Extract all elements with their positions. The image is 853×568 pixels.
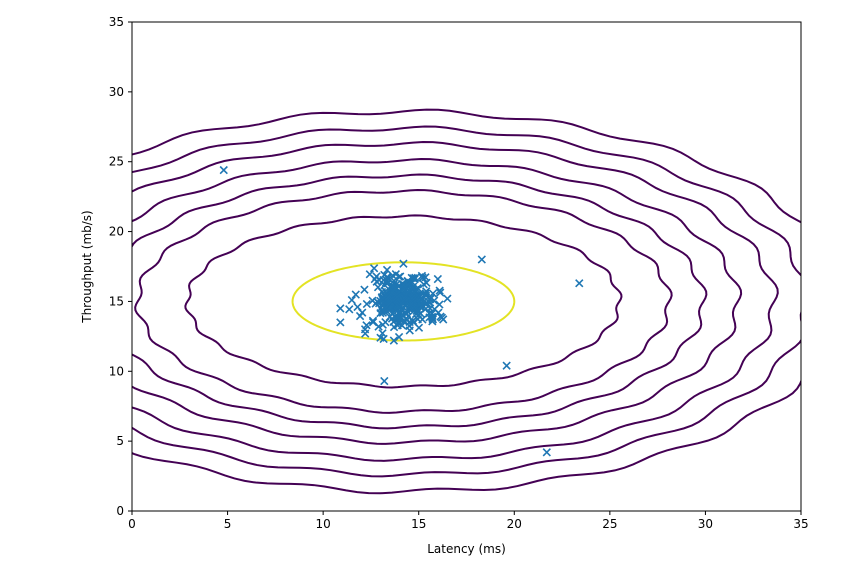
cluster-point bbox=[429, 296, 439, 305]
cluster-point bbox=[399, 296, 408, 305]
outlier-point bbox=[399, 259, 408, 268]
x-axis-label: Latency (ms) bbox=[427, 542, 506, 556]
outlier-point bbox=[389, 336, 399, 345]
y-tick-label: 25 bbox=[109, 155, 124, 169]
cluster-point bbox=[373, 283, 383, 292]
cluster-point bbox=[392, 293, 402, 302]
x-tick-label: 20 bbox=[507, 517, 522, 531]
cluster-point bbox=[403, 280, 413, 289]
cluster-point bbox=[436, 288, 445, 297]
outlier-point bbox=[380, 376, 389, 386]
cluster-point bbox=[418, 315, 427, 324]
contour-level-6 bbox=[132, 141, 779, 462]
cluster-point bbox=[396, 272, 405, 281]
cluster-point bbox=[396, 301, 405, 311]
y-tick-label: 5 bbox=[116, 434, 124, 448]
cluster-point bbox=[428, 289, 438, 298]
cluster-point bbox=[421, 273, 430, 282]
cluster-point bbox=[414, 323, 424, 332]
y-tick-label: 10 bbox=[109, 364, 124, 378]
x-tick-label: 10 bbox=[316, 517, 331, 531]
cluster-point bbox=[410, 288, 419, 297]
outlier-point bbox=[380, 270, 389, 280]
plot-area bbox=[132, 22, 801, 511]
cluster-point bbox=[392, 306, 402, 316]
outlier-point bbox=[347, 295, 356, 305]
outlier-point bbox=[575, 279, 584, 288]
contour-level-4 bbox=[132, 173, 708, 430]
outlier-point bbox=[219, 165, 228, 175]
cluster-point bbox=[345, 305, 354, 314]
outlier-point bbox=[542, 448, 551, 457]
cluster-point bbox=[399, 311, 408, 320]
x-tick-label: 15 bbox=[411, 517, 426, 531]
y-axis-label: Throughput (mb/s) bbox=[80, 210, 94, 323]
outlier-point bbox=[427, 312, 437, 321]
contour-level-2 bbox=[184, 214, 623, 389]
y-tick-label: 20 bbox=[109, 225, 124, 239]
cluster-point bbox=[382, 265, 392, 275]
cluster-point bbox=[393, 321, 402, 330]
cluster-point bbox=[435, 286, 444, 295]
cluster-point bbox=[414, 307, 423, 316]
x-tick-label: 25 bbox=[602, 517, 617, 531]
cluster-point bbox=[437, 313, 447, 322]
y-tick-label: 35 bbox=[109, 15, 124, 29]
cluster-point bbox=[435, 300, 444, 309]
cluster-point bbox=[419, 297, 428, 306]
cluster-point bbox=[360, 285, 369, 294]
outlier-point bbox=[353, 302, 362, 312]
cluster-point bbox=[383, 279, 392, 288]
cluster-point bbox=[394, 332, 404, 342]
cluster-point bbox=[369, 264, 379, 273]
x-tick-label: 30 bbox=[698, 517, 713, 531]
outlier-point bbox=[370, 274, 379, 284]
cluster-point bbox=[385, 312, 394, 322]
cluster-point bbox=[386, 297, 395, 307]
cluster-point bbox=[425, 304, 435, 313]
y-tick-label: 0 bbox=[116, 504, 124, 518]
x-tick-label: 5 bbox=[224, 517, 232, 531]
y-tick-label: 15 bbox=[109, 294, 124, 308]
outlier-point bbox=[433, 274, 442, 284]
cluster-point bbox=[419, 280, 428, 289]
y-axis-ticks: 0 5 10 15 20 25 30 35 bbox=[109, 15, 132, 518]
contour-level-8 bbox=[132, 108, 801, 495]
cluster-point bbox=[405, 321, 414, 331]
cluster-point bbox=[378, 320, 387, 329]
outlier-point bbox=[502, 361, 511, 370]
contour-level-5 bbox=[132, 157, 743, 445]
cluster-point bbox=[351, 290, 360, 299]
cluster-point bbox=[417, 302, 426, 311]
cluster-point bbox=[355, 311, 365, 321]
cluster-point bbox=[389, 284, 399, 293]
cluster-point bbox=[362, 299, 372, 309]
cluster-point bbox=[383, 293, 393, 302]
outlier-point bbox=[443, 294, 452, 303]
contour-level-1 bbox=[291, 261, 516, 342]
outlier-point bbox=[336, 318, 345, 327]
contour-lines bbox=[132, 108, 801, 495]
outlier-point bbox=[376, 333, 385, 342]
outlier-point bbox=[477, 255, 486, 264]
data-points bbox=[219, 165, 584, 457]
plot-frame bbox=[131, 21, 802, 512]
contour-level-7 bbox=[132, 125, 801, 478]
outlier-point bbox=[361, 329, 370, 338]
cluster-point bbox=[405, 301, 415, 310]
x-tick-label: 0 bbox=[128, 517, 136, 531]
x-axis-ticks: 0 5 10 15 20 25 30 35 bbox=[128, 511, 809, 531]
y-tick-label: 30 bbox=[109, 85, 124, 99]
contour-level-3 bbox=[134, 188, 673, 414]
x-tick-label: 35 bbox=[793, 517, 808, 531]
outlier-point bbox=[374, 322, 383, 331]
outlier-point bbox=[336, 304, 345, 313]
cluster-point bbox=[373, 297, 382, 306]
